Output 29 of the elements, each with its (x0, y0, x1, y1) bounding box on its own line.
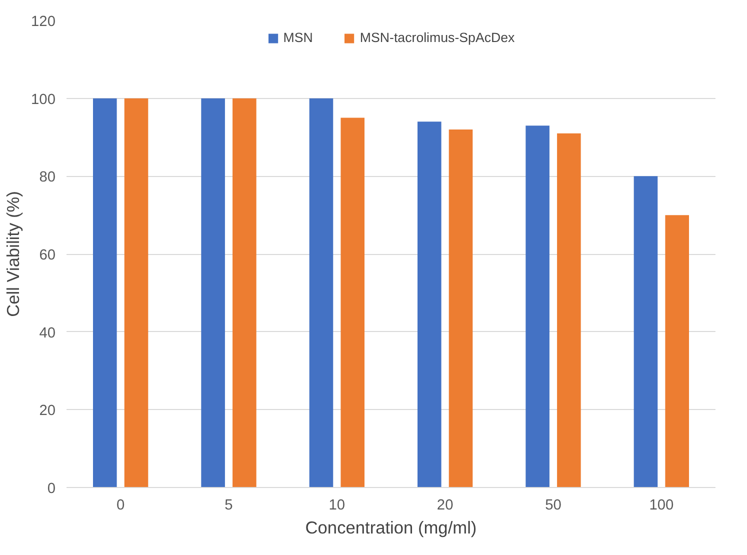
bar (418, 122, 442, 488)
bar (634, 176, 658, 488)
x-tick-label: 50 (545, 498, 562, 514)
y-tick-label: 20 (39, 403, 56, 420)
bar (124, 98, 148, 488)
bar (309, 98, 334, 488)
y-tick-label: 40 (39, 325, 56, 342)
bar (448, 129, 473, 488)
x-tick-label: 20 (436, 498, 454, 514)
y-tick-label: 0 (47, 481, 56, 497)
y-tick-label: 120 (31, 14, 56, 30)
bar (93, 98, 117, 488)
bar (665, 215, 689, 488)
x-tick-label: 5 (224, 498, 233, 514)
y-tick-label: 100 (31, 92, 56, 108)
x-tick-label: 10 (328, 498, 346, 514)
bar (232, 98, 256, 488)
legend-label: MSN-tacrolimus-SpAcDex (360, 30, 515, 45)
x-tick-label: 100 (649, 498, 674, 514)
y-tick-label: 60 (39, 248, 56, 264)
y-tick-label: 80 (39, 170, 56, 186)
x-axis-title: Concentration (mg/ml) (305, 518, 477, 538)
bar (526, 126, 550, 488)
bar (201, 98, 225, 488)
y-axis-title: Cell Viability (%) (3, 191, 24, 317)
bar (340, 118, 364, 488)
legend-label: MSN (283, 30, 313, 45)
x-tick-label: 0 (116, 498, 125, 514)
bar (557, 133, 581, 488)
